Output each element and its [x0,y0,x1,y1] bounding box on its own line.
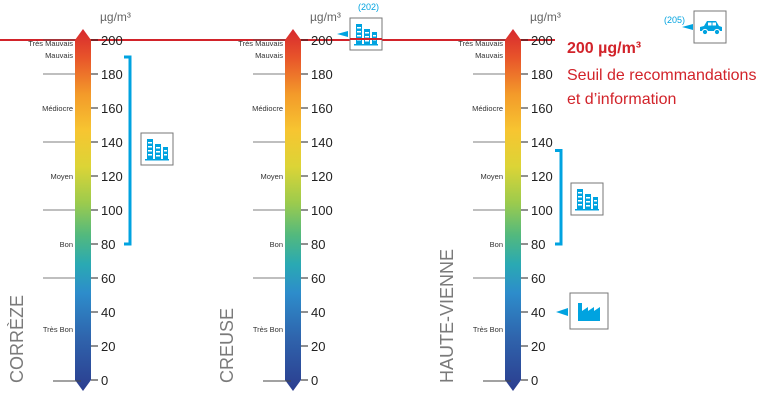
tick-label: 200 [531,33,553,48]
point-marker-haute-vienne [556,292,609,330]
peak-marker-creuse: (202) [337,2,383,51]
threshold-label: 200 µg/m³ Seuil de recommandations et d’… [567,40,756,108]
tick-label: 40 [101,305,115,320]
gradient-bar [505,29,521,391]
category-label-moyen: Moyen [50,172,73,181]
category-label-moyen: Moyen [480,172,503,181]
category-label-mauvais: Mauvais [255,51,283,60]
category-label-bon: Bon [270,240,283,249]
category-label-bon: Bon [490,240,503,249]
tick-label: 120 [531,169,553,184]
tick-label: 140 [101,135,123,150]
tick-label: 100 [311,203,333,218]
city-buildings-icon [349,17,383,51]
category-label-mediocre: Médiocre [472,104,503,113]
tick-label: 0 [531,373,538,388]
tick-label: 60 [101,271,115,286]
unit-label: µg/m³ [530,10,561,24]
peak-marker-haute-vienne: (205) [664,10,727,44]
threshold-value-label: 200 µg/m³ [567,40,641,57]
tick-label: 0 [311,373,318,388]
threshold-caption-line2: et d’information [567,91,676,108]
tick-label: 180 [311,67,333,82]
city-buildings-icon [570,182,604,216]
peak-value-label: (205) [664,15,685,25]
tick-label: 100 [531,203,553,218]
category-label-tres-mauvais: Très Mauvais [458,39,503,48]
tick-label: 160 [311,101,333,116]
tick-label: 60 [531,271,545,286]
gradient-bar [285,29,301,391]
category-label-tres-mauvais: Très Mauvais [238,39,283,48]
unit-label: µg/m³ [100,10,131,24]
tick-label: 200 [101,33,123,48]
tick-label: 80 [531,237,545,252]
tick-label: 140 [531,135,553,150]
tick-label: 20 [311,339,325,354]
tick-label: 180 [531,67,553,82]
tick-label: 120 [101,169,123,184]
gradient-bar [75,29,91,391]
tick-label: 100 [101,203,123,218]
department-name-correze: CORRÈZE [7,295,27,383]
tick-label: 160 [101,101,123,116]
factory-icon [569,292,609,330]
unit-label: µg/m³ [310,10,341,24]
scale-column-haute-vienne: Très Mauvais Mauvais Médiocre Moyen Bon Très … [437,10,561,391]
range-bracket-correze [124,55,174,246]
tick-label: 80 [311,237,325,252]
tick-label: 160 [531,101,553,116]
category-label-mauvais: Mauvais [475,51,503,60]
category-label-mediocre: Médiocre [42,104,73,113]
tick-label: 80 [101,237,115,252]
department-name-haute-vienne: HAUTE-VIENNE [437,249,457,383]
category-label-tres-bon: Très Bon [43,325,73,334]
range-bracket-haute-vienne [555,149,604,246]
tick-label: 60 [311,271,325,286]
peak-value-label: (202) [358,2,379,12]
tick-label: 140 [311,135,333,150]
category-label-bon: Bon [60,240,73,249]
category-label-tres-bon: Très Bon [253,325,283,334]
category-label-moyen: Moyen [260,172,283,181]
scale-column-creuse: Très Mauvais Mauvais Médiocre Moyen Bon Très … [217,10,341,391]
tick-label: 120 [311,169,333,184]
threshold-caption-line1: Seuil de recommandations [567,67,756,84]
tick-label: 200 [311,33,333,48]
category-label-tres-bon: Très Bon [473,325,503,334]
tick-label: 0 [101,373,108,388]
tick-label: 20 [101,339,115,354]
department-name-creuse: CREUSE [217,308,237,383]
city-buildings-icon [140,132,174,166]
car-icon [693,10,727,44]
scale-column-correze: Très Mauvais Mauvais Médiocre Moyen Bon Très … [7,10,131,391]
category-label-mauvais: Mauvais [45,51,73,60]
tick-label: 40 [531,305,545,320]
tick-label: 180 [101,67,123,82]
category-label-tres-mauvais: Très Mauvais [28,39,73,48]
tick-label: 20 [531,339,545,354]
category-label-mediocre: Médiocre [252,104,283,113]
tick-label: 40 [311,305,325,320]
